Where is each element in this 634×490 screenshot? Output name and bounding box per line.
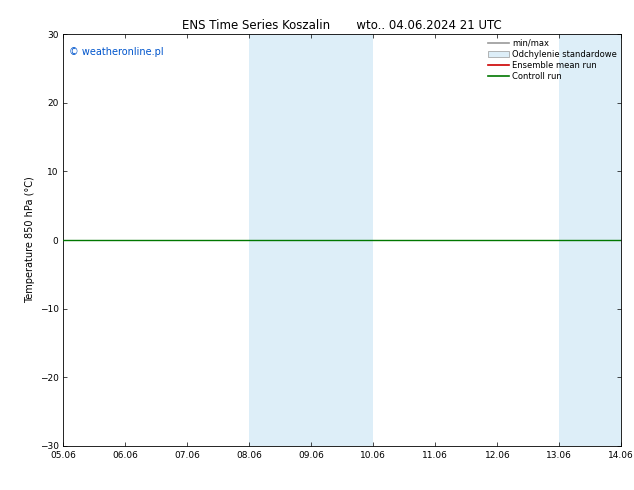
Legend: min/max, Odchylenie standardowe, Ensemble mean run, Controll run: min/max, Odchylenie standardowe, Ensembl… — [486, 37, 619, 82]
Bar — [249, 34, 311, 446]
Bar — [311, 34, 373, 446]
Y-axis label: Temperature 850 hPa (°C): Temperature 850 hPa (°C) — [25, 177, 36, 303]
Bar — [559, 34, 621, 446]
Text: © weatheronline.pl: © weatheronline.pl — [69, 47, 164, 57]
Title: ENS Time Series Koszalin       wto.. 04.06.2024 21 UTC: ENS Time Series Koszalin wto.. 04.06.202… — [183, 19, 502, 32]
